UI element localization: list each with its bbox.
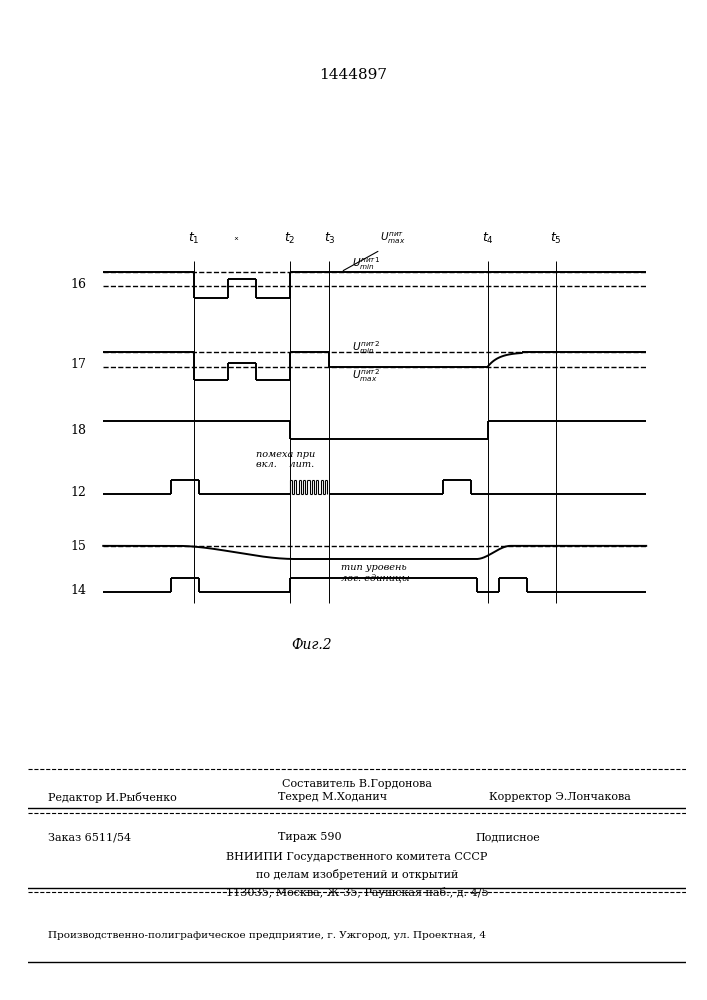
- Text: Производственно-полиграфическое предприятие, г. Ужгород, ул. Проектная, 4: Производственно-полиграфическое предприя…: [48, 932, 486, 940]
- Text: Фиг.2: Фиг.2: [291, 638, 332, 652]
- Text: ˣ: ˣ: [233, 236, 239, 246]
- Text: $U^{пит}_{max}$: $U^{пит}_{max}$: [380, 231, 406, 246]
- Text: Составитель В.Гордонова: Составитель В.Гордонова: [282, 779, 432, 789]
- Text: Техред М.Ходанич: Техред М.Ходанич: [278, 792, 387, 802]
- Text: 16: 16: [70, 277, 86, 290]
- Text: $t_1$: $t_1$: [188, 231, 199, 246]
- Text: $t_3$: $t_3$: [324, 231, 335, 246]
- Text: 15: 15: [71, 540, 86, 553]
- Text: 14: 14: [70, 584, 86, 597]
- Text: 1444897: 1444897: [320, 68, 387, 82]
- Text: 113035, Москва, Ж-35, Раушская наб., д. 4/5: 113035, Москва, Ж-35, Раушская наб., д. …: [226, 886, 489, 898]
- Text: $U^{пит2}_{max}$: $U^{пит2}_{max}$: [352, 367, 380, 384]
- Text: 12: 12: [71, 486, 86, 499]
- Text: Подписное: Подписное: [475, 832, 540, 842]
- Text: $t_5$: $t_5$: [550, 231, 561, 246]
- Text: $t_2$: $t_2$: [284, 231, 296, 246]
- Text: Редактор И.Рыбченко: Редактор И.Рыбченко: [48, 792, 177, 803]
- Text: Тираж 590: Тираж 590: [278, 832, 341, 842]
- Text: 17: 17: [71, 358, 86, 371]
- Text: $t_4$: $t_4$: [482, 231, 493, 246]
- Text: помеха при
вкл.    лит.: помеха при вкл. лит.: [256, 450, 315, 469]
- Text: Заказ 6511/54: Заказ 6511/54: [48, 832, 131, 842]
- Text: ВНИИПИ Государственного комитета СССР: ВНИИПИ Государственного комитета СССР: [226, 852, 488, 862]
- Text: по делам изобретений и открытий: по делам изобретений и открытий: [256, 869, 458, 880]
- Text: 18: 18: [70, 424, 86, 437]
- Text: Корректор Э.Лончакова: Корректор Э.Лончакова: [489, 792, 631, 802]
- Text: $U^{пит1}_{min}$: $U^{пит1}_{min}$: [352, 255, 380, 272]
- Text: тип уровень
лог. единицы: тип уровень лог. единицы: [341, 563, 409, 582]
- Text: $U^{пит2}_{min}$: $U^{пит2}_{min}$: [352, 339, 380, 356]
